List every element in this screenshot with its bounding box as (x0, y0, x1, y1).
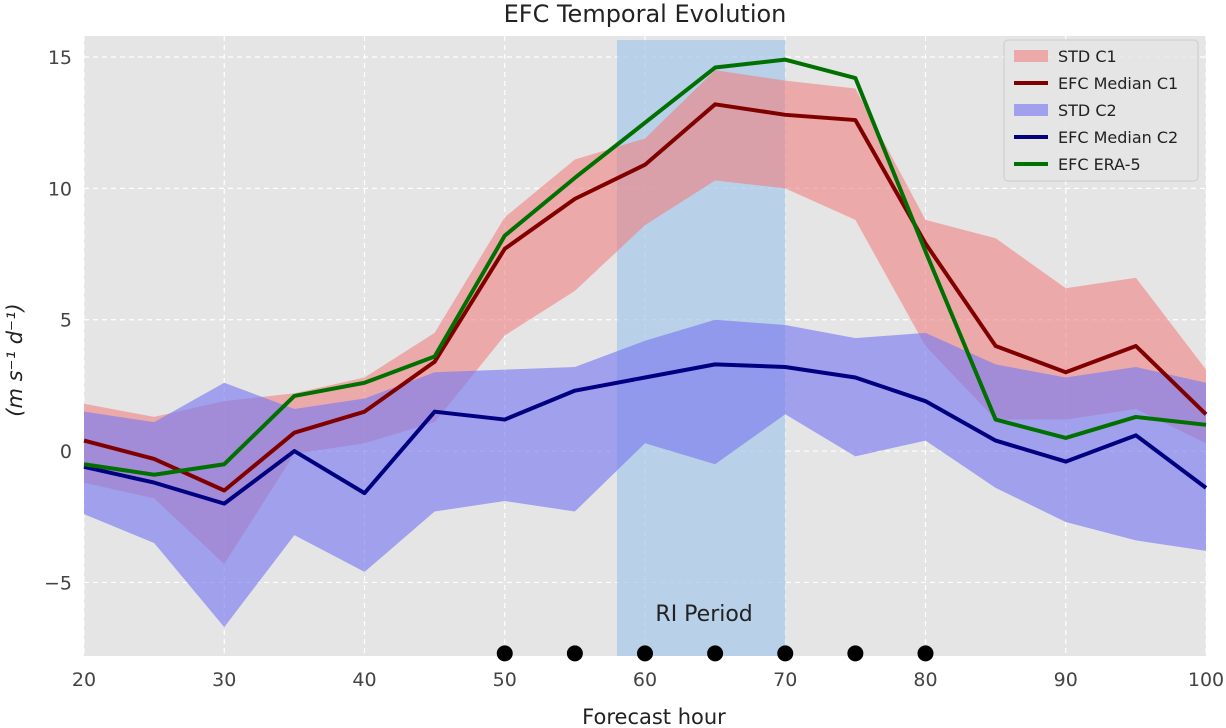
event-marker (637, 645, 653, 662)
event-marker (917, 645, 934, 662)
y-axis-ticks: −5 0 5 10 15 (44, 47, 72, 594)
ri-period-label: RI Period (655, 602, 752, 627)
legend-box (1003, 39, 1199, 182)
legend-swatch (1014, 104, 1048, 116)
line-efc-median-c1 (83, 102, 1208, 493)
x-tick-label: 50 (493, 669, 517, 691)
x-axis-label: Forecast hour (582, 705, 726, 728)
y-tick-label: 15 (48, 47, 72, 69)
legend-label: STD C1 (1058, 47, 1117, 66)
line-efc-era-5 (83, 57, 1207, 477)
y-tick-label: 5 (60, 310, 72, 332)
series-lines (83, 57, 1208, 506)
event-marker (847, 645, 864, 662)
y-tick-label: −5 (44, 572, 72, 594)
event-marker (777, 645, 794, 662)
std-bands (84, 70, 1206, 628)
x-tick-label: 40 (352, 669, 376, 691)
legend-swatch (1014, 50, 1048, 62)
legend-label: EFC Median C1 (1058, 74, 1178, 93)
band-std-c2 (84, 319, 1206, 628)
x-tick-label: 30 (212, 669, 236, 691)
x-tick-label: 100 (1188, 669, 1224, 691)
x-axis-ticks: 20 30 40 50 60 70 80 90 100 (72, 669, 1224, 691)
x-tick-label: 90 (1054, 669, 1078, 691)
y-tick-label: 10 (48, 178, 72, 200)
legend-label: EFC ERA-5 (1058, 155, 1141, 174)
y-tick-label: 0 (60, 441, 72, 463)
event-markers (496, 645, 934, 662)
event-marker (566, 645, 583, 662)
x-tick-label: 80 (913, 669, 937, 691)
legend: STD C1 EFC Median C1 STD C2 EFC Median C2 EF… (1003, 39, 1199, 182)
line-efc-median-c2 (83, 362, 1208, 506)
x-tick-label: 70 (773, 669, 797, 691)
x-tick-label: 60 (633, 669, 657, 691)
y-axis-label: (m s⁻¹ d⁻¹) (3, 303, 27, 416)
event-marker (707, 645, 724, 662)
event-marker (496, 645, 513, 662)
chart-title: EFC Temporal Evolution (504, 0, 787, 28)
legend-label: STD C2 (1058, 101, 1117, 120)
x-tick-label: 20 (72, 669, 96, 691)
legend-label: EFC Median C2 (1058, 128, 1178, 147)
